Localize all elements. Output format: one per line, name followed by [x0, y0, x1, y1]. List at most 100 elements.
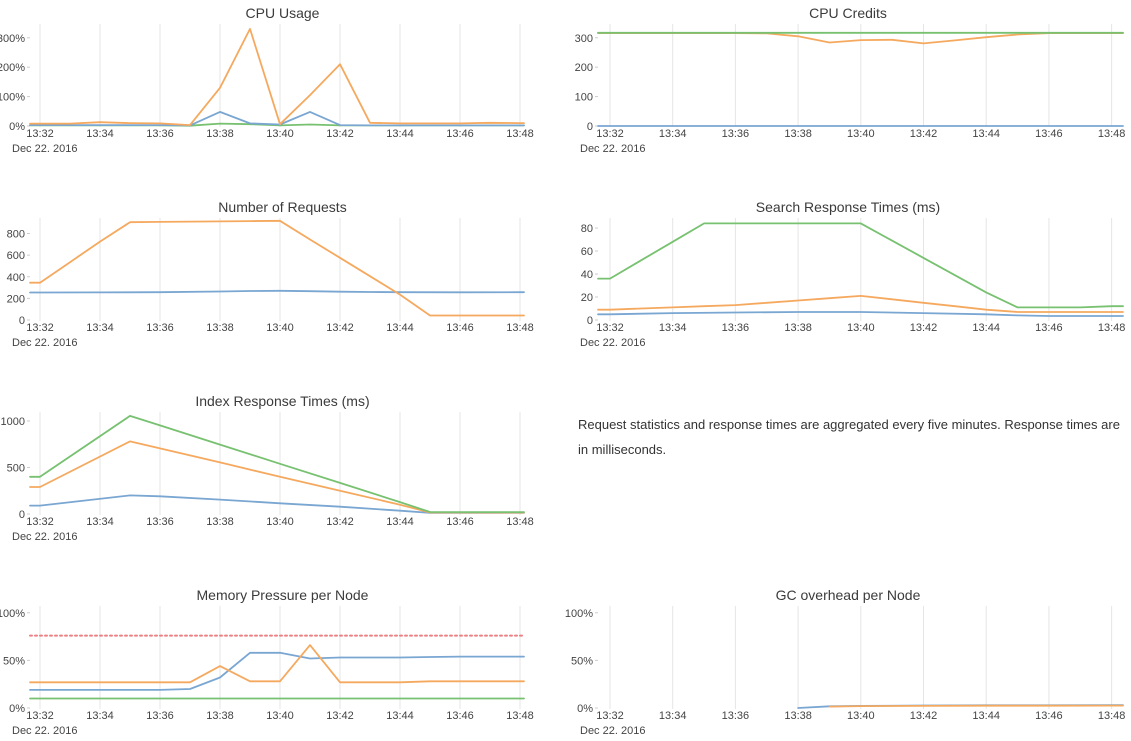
date-label: Dec 22. 2016 [12, 337, 77, 349]
cpu-credits-plot: 13:32 13:34 13:36 13:38 13:40 13:42 13:44 13:46… [575, 24, 1126, 155]
y-tick-label: 80 [581, 223, 593, 235]
date-label: Dec 22. 2016 [580, 143, 645, 155]
x-tick-label: 13:40 [847, 710, 875, 722]
x-tick-label: 13:48 [1098, 322, 1126, 334]
x-tick-label: 13:42 [910, 128, 938, 140]
y-tick-label: 100% [0, 608, 25, 620]
x-tick-label: 13:46 [1035, 322, 1063, 334]
y-tick-label: 400 [7, 272, 25, 284]
x-tick-label: 13:38 [784, 710, 812, 722]
y-tick-label: 20 [581, 292, 593, 304]
x-tick-label: 13:40 [266, 322, 294, 334]
x-tick-label: 13:48 [506, 516, 534, 528]
chart-number-of-requests: Number of Requests 13:32 13:34 13:36 13:38 1… [0, 194, 565, 388]
x-tick-label: 13:34 [86, 710, 114, 722]
series-orange [29, 219, 525, 317]
x-tick-label: 13:34 [659, 322, 687, 334]
x-tick-label: 13:48 [506, 710, 534, 722]
x-tick-label: 13:34 [86, 322, 114, 334]
x-tick-label: 13:36 [146, 322, 174, 334]
chart-title: CPU Credits [809, 5, 887, 21]
x-tick-label: 13:44 [386, 516, 414, 528]
chart-title: Search Response Times (ms) [755, 199, 941, 215]
x-tick-label: 13:42 [326, 710, 354, 722]
x-tick-label: 13:36 [722, 710, 750, 722]
x-tick-label: 13:46 [1035, 710, 1063, 722]
y-tick-label: 50% [3, 655, 25, 667]
x-tick-label: 13:40 [847, 322, 875, 334]
x-tick-label: 13:42 [910, 322, 938, 334]
search-response-times-plot: 13:32 13:34 13:36 13:38 13:40 13:42 13:44 13:46… [580, 218, 1126, 349]
x-tick-label: 13:32 [596, 322, 624, 334]
y-tick-label: 100 [575, 92, 593, 104]
date-label: Dec 22. 2016 [580, 725, 645, 737]
chart-memory-pressure: Memory Pressure per Node 13:32 13:34 13:36… [0, 582, 565, 741]
y-tick-label: 0 [19, 315, 25, 327]
y-tick-label: 0 [587, 121, 593, 133]
y-tick-label: 0 [19, 509, 25, 521]
x-tick-label: 13:46 [1035, 128, 1063, 140]
x-tick-label: 13:34 [86, 516, 114, 528]
y-tick-label: 0% [577, 703, 593, 715]
x-tick-label: 13:40 [266, 516, 294, 528]
x-tick-label: 13:42 [326, 322, 354, 334]
x-tick-label: 13:44 [972, 710, 1000, 722]
chart-title: Index Response Times (ms) [195, 393, 370, 409]
x-tick-label: 13:42 [326, 128, 354, 140]
series-green [597, 222, 1124, 309]
x-tick-label: 13:34 [86, 128, 114, 140]
x-tick-label: 13:38 [206, 516, 234, 528]
y-tick-label: 300 [575, 33, 593, 45]
y-tick-label: 200 [7, 293, 25, 305]
y-tick-label: 0% [9, 121, 25, 133]
x-tick-label: 13:36 [722, 128, 750, 140]
chart-search-response-times: Search Response Times (ms) 13:32 13:34 13:… [565, 194, 1131, 388]
y-tick-label: 500 [7, 462, 25, 474]
date-label: Dec 22. 2016 [12, 143, 77, 155]
y-tick-label: 800 [7, 229, 25, 241]
x-tick-label: 13:34 [659, 710, 687, 722]
memory-pressure-plot: 13:32 13:34 13:36 13:38 13:40 13:42 13:44 13:46… [0, 606, 534, 737]
series-green [29, 415, 525, 513]
x-tick-label: 13:46 [446, 516, 474, 528]
series-blue [29, 289, 525, 294]
y-tick-label: 100% [0, 92, 25, 104]
chart-gc-overhead: GC overhead per Node 13:32 13:34 13:36 13:3… [565, 582, 1131, 741]
series-orange [29, 644, 525, 684]
x-tick-label: 13:38 [206, 710, 234, 722]
y-tick-label: 50% [571, 655, 593, 667]
x-tick-label: 13:32 [26, 128, 54, 140]
note-cell: Request statistics and response times ar… [565, 388, 1131, 582]
x-tick-label: 13:32 [26, 710, 54, 722]
chart-title: GC overhead per Node [775, 587, 921, 603]
y-tick-label: 600 [7, 250, 25, 262]
x-tick-label: 13:38 [784, 322, 812, 334]
gc-overhead-plot: 13:32 13:34 13:36 13:38 13:40 13:42 13:44 13:46… [565, 606, 1125, 737]
series-orange [29, 440, 525, 514]
x-tick-label: 13:48 [506, 128, 534, 140]
x-tick-label: 13:42 [910, 710, 938, 722]
x-tick-label: 13:36 [722, 322, 750, 334]
x-tick-label: 13:36 [146, 128, 174, 140]
series-orange [828, 704, 1124, 708]
series-blue [597, 311, 1124, 317]
chart-cpu-credits: CPU Credits 13:32 13:34 13:36 13:38 13:40 13:… [565, 0, 1131, 194]
x-tick-label: 13:40 [266, 128, 294, 140]
x-tick-label: 13:48 [506, 322, 534, 334]
chart-title: Memory Pressure per Node [196, 587, 369, 603]
chart-index-response-times: Index Response Times (ms) 13:32 13:34 13:3… [0, 388, 565, 582]
x-tick-label: 13:42 [326, 516, 354, 528]
x-tick-label: 13:46 [446, 128, 474, 140]
date-label: Dec 22. 2016 [12, 531, 77, 543]
chart-cpu-usage: CPU Usage 13:32 13:34 13:36 13:38 13:40 13:42… [0, 0, 565, 194]
x-tick-label: 13:44 [386, 128, 414, 140]
number-of-requests-plot: 13:32 13:34 13:36 13:38 13:40 13:42 13:44 13:46… [7, 218, 534, 349]
x-tick-label: 13:48 [1098, 128, 1126, 140]
y-tick-label: 1000 [1, 416, 25, 428]
y-tick-label: 0% [9, 703, 25, 715]
series-orange [29, 27, 525, 126]
y-tick-label: 40 [581, 269, 593, 281]
x-tick-label: 13:46 [446, 322, 474, 334]
index-response-times-plot: 13:32 13:34 13:36 13:38 13:40 13:42 13:44 13:46… [1, 412, 534, 543]
x-tick-label: 13:32 [26, 322, 54, 334]
